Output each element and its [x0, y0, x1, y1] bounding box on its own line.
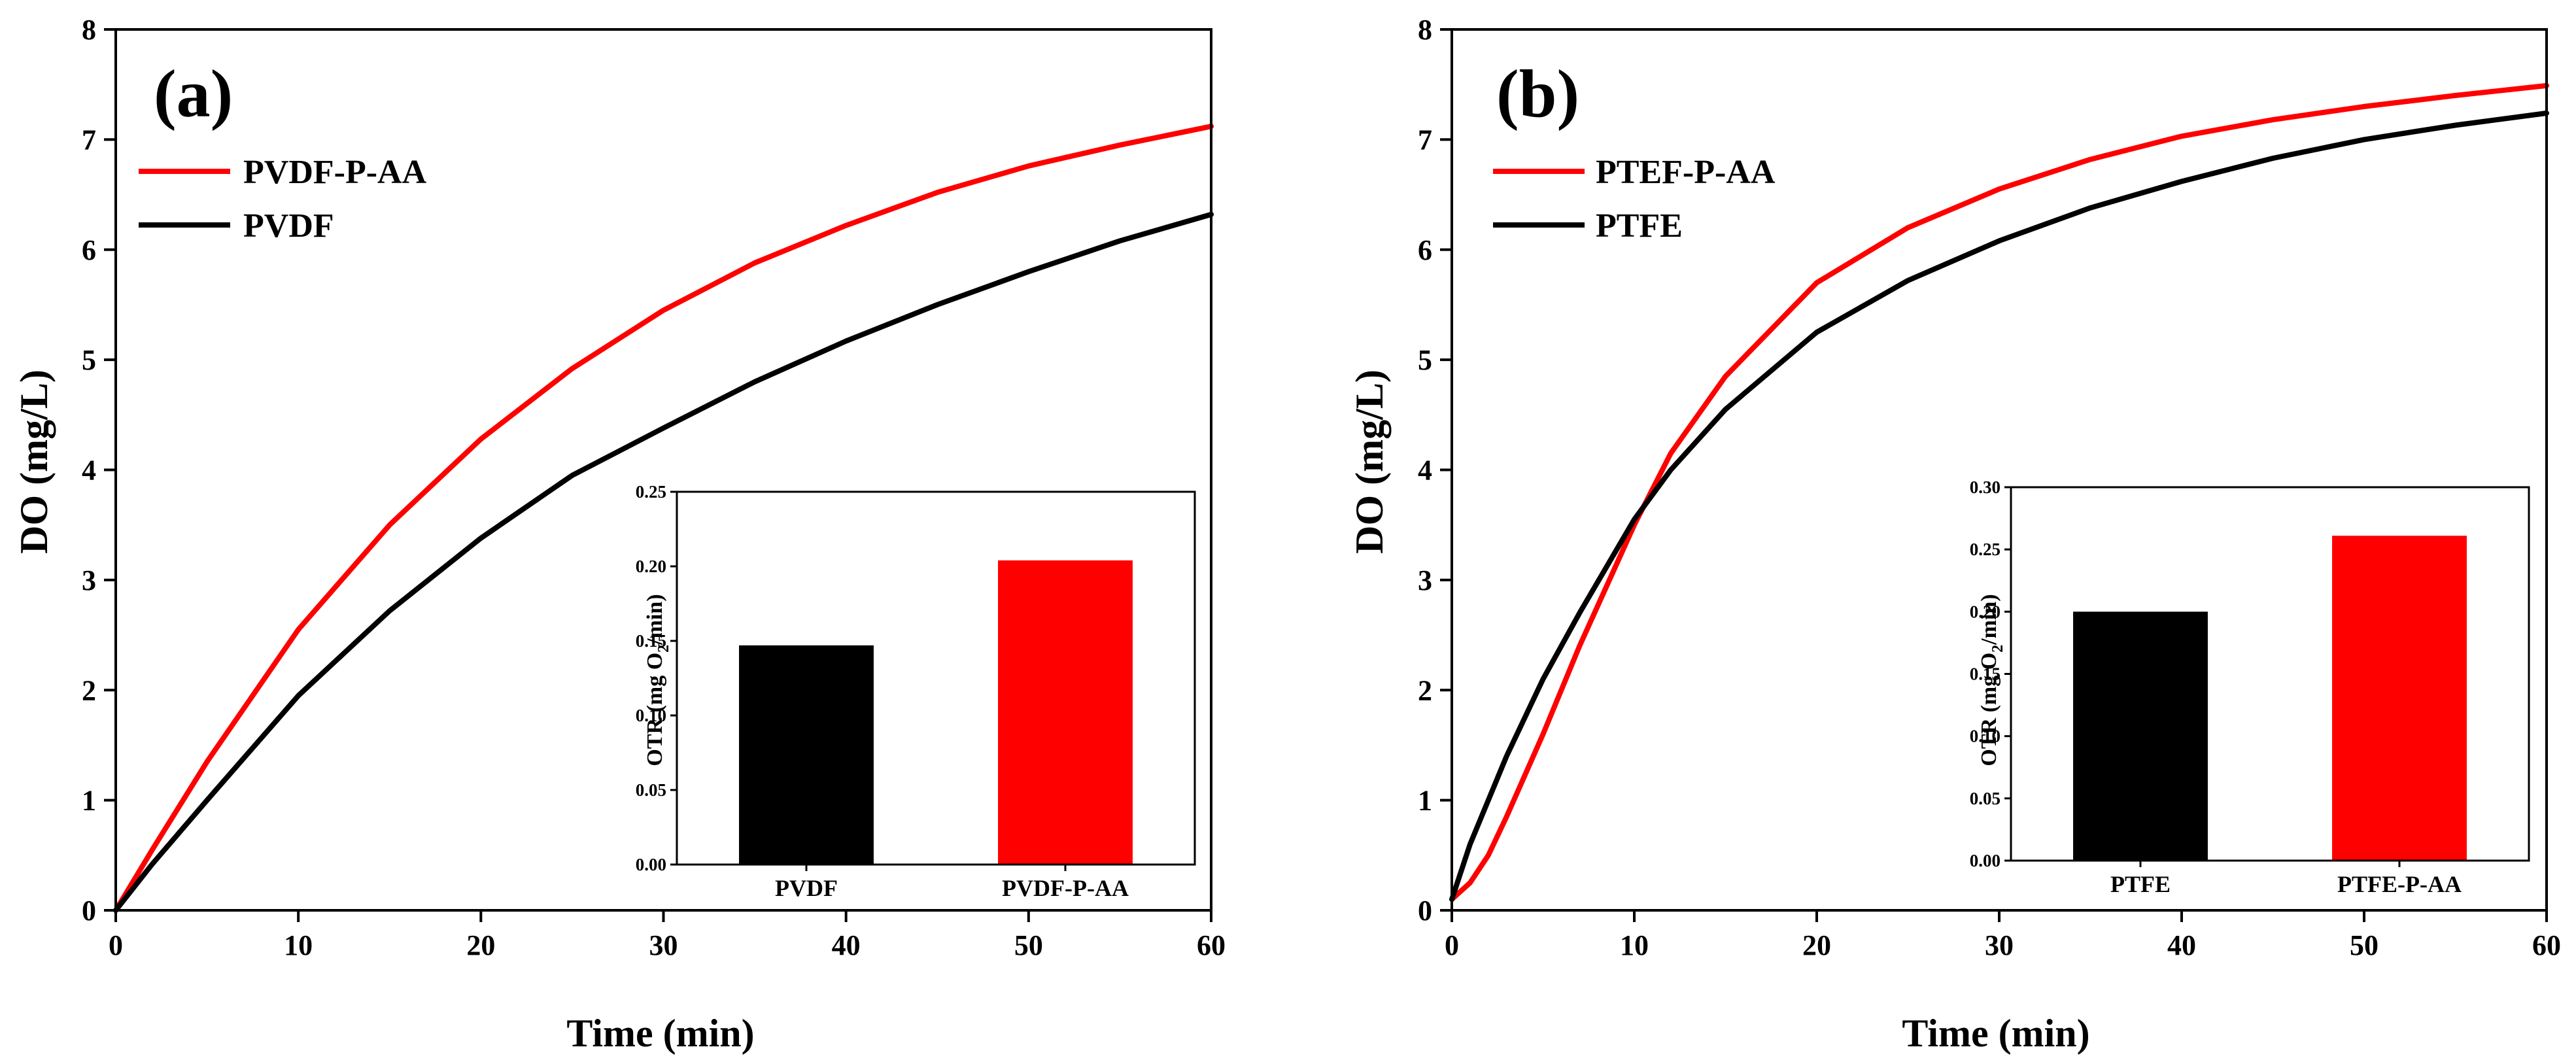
x-tick-label: 60	[1197, 929, 1226, 961]
x-tick-label: 20	[1802, 929, 1831, 961]
inset-y-label-part: OTR (mg O	[1977, 653, 2001, 766]
x-tick-label: 60	[2532, 929, 2561, 961]
inset-y-tick-label: 0.00	[1970, 851, 2001, 870]
inset-category-label: PVDF-P-AA	[1002, 875, 1129, 901]
inset-bar	[2073, 611, 2208, 861]
panel-a: (a) Time (min) DO (mg/L) 0 10 20 30 40 50 60 0 1…	[12, 14, 1226, 1055]
inset-y-label-part: /min)	[1977, 594, 2001, 645]
y-tick-label: 7	[1418, 124, 1432, 156]
legend-label: PTEF-P-AA	[1596, 154, 1776, 191]
inset-y-label-part: OTR (mg O	[643, 653, 667, 766]
panel-label: (b)	[1496, 56, 1579, 131]
inset-y-axis-label: OTR (mg O2/min)	[1977, 594, 2006, 766]
inset-y-label-part: /min)	[643, 594, 667, 645]
inset-bar-chart: OTR (mg O2/min) PVDF PVDF-P-AA 0.00 0.05 0.1…	[636, 482, 1196, 901]
plot-area: 0 10 20 30 40 50 60 0 1 2 3 4 5 6 7 8	[1418, 14, 2561, 961]
inset-y-label-subscript: 2	[655, 645, 672, 653]
y-tick-label: 4	[82, 455, 96, 487]
inset-y-tick-label: 0.15	[636, 631, 666, 651]
legend-label: PTFE	[1596, 207, 1683, 245]
inset-category-label: PTFE-P-AA	[2337, 871, 2462, 897]
y-tick-label: 2	[1418, 674, 1432, 706]
x-tick-label: 10	[284, 929, 313, 961]
inset-y-axis-label: OTR (mg O2/min)	[643, 594, 672, 766]
panel-b: (b) Time (min) DO (mg/L) 0 10 20 30 40 50 60 0 1…	[1348, 14, 2561, 1055]
legend-label: PVDF	[243, 207, 334, 245]
y-axis-label: DO (mg/L)	[12, 369, 56, 554]
plot-area: 0 10 20 30 40 50 60 0 1 2 3 4 5 6 7 8	[82, 14, 1226, 961]
y-tick-label: 8	[1418, 14, 1432, 46]
x-tick-label: 0	[1445, 929, 1459, 961]
y-axis-label: DO (mg/L)	[1348, 369, 1391, 554]
series-line-1	[113, 211, 1214, 913]
inset-y-tick-label: 0.30	[1970, 477, 2001, 497]
x-tick-label: 20	[466, 929, 495, 961]
inset-y-tick-label: 0.05	[636, 780, 666, 800]
inset-y-label-subscript: 2	[1989, 645, 2006, 653]
series-line-1	[1449, 111, 2549, 902]
x-tick-label: 10	[1620, 929, 1649, 961]
x-tick-label: 30	[1985, 929, 2014, 961]
y-tick-label: 0	[82, 895, 96, 927]
x-tick-label: 30	[649, 929, 678, 961]
inset-category-label: PTFE	[2110, 871, 2171, 897]
y-tick-label: 0	[1418, 895, 1432, 927]
y-tick-label: 1	[82, 785, 96, 817]
inset-y-tick-label: 0.15	[1970, 664, 2001, 684]
y-tick-label: 3	[82, 564, 96, 596]
series-line-0	[113, 124, 1214, 913]
legend: PVDF-P-AA PVDF	[139, 154, 427, 245]
inset-y-tick-label: 0.20	[636, 557, 666, 576]
y-tick-label: 6	[82, 234, 96, 266]
y-tick-label: 6	[1418, 234, 1432, 266]
inset-y-tick-label: 0.25	[1970, 540, 2001, 559]
y-tick-label: 5	[82, 344, 96, 376]
inset-y-tick-label: 0.25	[636, 482, 666, 502]
inset-y-tick-label: 0.00	[636, 855, 666, 874]
inset-y-tick-label: 0.05	[1970, 789, 2001, 808]
x-tick-label: 40	[832, 929, 861, 961]
y-tick-label: 5	[1418, 344, 1432, 376]
y-tick-label: 8	[82, 14, 96, 46]
x-tick-label: 40	[2167, 929, 2196, 961]
inset-bar-chart: OTR (mg O2/min) PTFE PTFE-P-AA 0.00 0.05 0.1…	[1970, 477, 2530, 897]
x-tick-label: 50	[2350, 929, 2379, 961]
inset-y-tick-label: 0.20	[1970, 602, 2001, 621]
x-tick-label: 0	[109, 929, 123, 961]
y-tick-label: 3	[1418, 564, 1432, 596]
y-tick-label: 2	[82, 674, 96, 706]
inset-y-tick-label: 0.10	[1970, 727, 2001, 746]
panel-label: (a)	[154, 56, 233, 131]
y-tick-label: 7	[82, 124, 96, 156]
y-tick-label: 1	[1418, 785, 1432, 817]
inset-frame	[676, 490, 1196, 866]
inset-bar	[2332, 536, 2467, 861]
x-tick-label: 50	[1014, 929, 1043, 961]
inset-bar	[998, 560, 1133, 865]
legend-label: PVDF-P-AA	[243, 154, 427, 191]
y-tick-label: 4	[1418, 455, 1432, 487]
legend: PTEF-P-AA PTFE	[1493, 154, 1776, 245]
x-axis-label: Time (min)	[566, 1012, 754, 1055]
series-line-0	[1449, 82, 2549, 902]
inset-y-tick-label: 0.10	[636, 706, 666, 725]
inset-bar	[739, 645, 874, 865]
inset-category-label: PVDF	[775, 875, 838, 901]
x-axis-label: Time (min)	[1902, 1012, 2089, 1055]
